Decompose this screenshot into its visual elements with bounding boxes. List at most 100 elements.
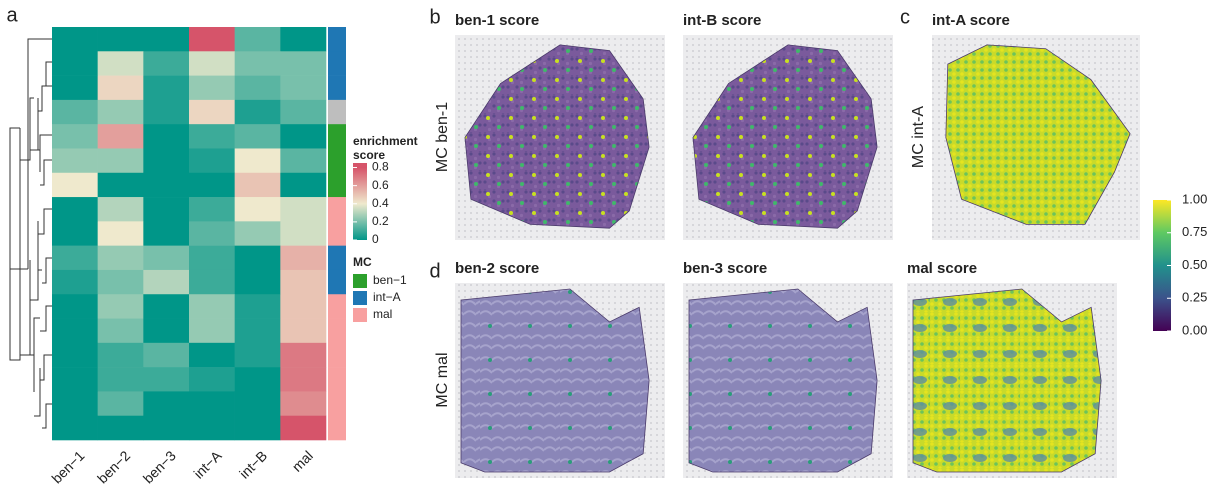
panel-letter: d bbox=[429, 260, 440, 282]
heatmap-cell bbox=[280, 221, 326, 246]
mc-annotation bbox=[328, 100, 346, 125]
heatmap-cell bbox=[235, 124, 281, 149]
heatmap-cell bbox=[189, 124, 235, 149]
heatmap-cell bbox=[143, 27, 189, 52]
colorbar-tick-label: 0.25 bbox=[1182, 290, 1207, 305]
heatmap-cell bbox=[52, 51, 98, 76]
x-tick-label: mal bbox=[289, 447, 316, 474]
mc-annotation bbox=[328, 246, 346, 271]
mc-annotation bbox=[328, 270, 346, 295]
mc-annotation bbox=[328, 148, 346, 173]
heatmap-cell bbox=[52, 367, 98, 392]
heatmap-cell bbox=[143, 51, 189, 76]
heatmap-cell bbox=[235, 416, 281, 441]
panel-letter: c bbox=[900, 6, 910, 28]
legend-swatch bbox=[353, 308, 367, 322]
heatmap-cell bbox=[235, 148, 281, 173]
tissue-image bbox=[913, 289, 1101, 472]
panel-title: mal score bbox=[907, 260, 977, 277]
mc-annotation bbox=[328, 197, 346, 222]
panel-title: int-B score bbox=[683, 12, 761, 29]
colorbar-tick-label: 0.75 bbox=[1182, 224, 1207, 239]
heatmap-cell bbox=[189, 76, 235, 101]
heatmap-cell bbox=[280, 197, 326, 222]
x-tick-label: int−B bbox=[236, 447, 270, 481]
heatmap-cell bbox=[235, 270, 281, 295]
heatmap-cell bbox=[98, 27, 144, 52]
x-tick-label: ben−3 bbox=[140, 447, 179, 486]
heatmap-cell bbox=[143, 246, 189, 271]
heatmap-cell bbox=[98, 367, 144, 392]
heatmap-cell bbox=[98, 391, 144, 416]
mc-annotation bbox=[328, 51, 346, 76]
x-tick-label: ben−2 bbox=[94, 447, 133, 486]
heatmap-cell bbox=[189, 100, 235, 125]
heatmap-cell bbox=[143, 148, 189, 173]
heatmap-cell bbox=[189, 173, 235, 198]
heatmap-cell bbox=[52, 416, 98, 441]
heatmap-cell bbox=[52, 270, 98, 295]
heatmap-cell bbox=[143, 173, 189, 198]
heatmap-cell bbox=[189, 319, 235, 344]
heatmap-cell bbox=[189, 367, 235, 392]
heatmap-cell bbox=[280, 294, 326, 319]
heatmap-cell bbox=[143, 270, 189, 295]
heatmap-cell bbox=[52, 76, 98, 101]
heatmap-cell bbox=[52, 124, 98, 149]
heatmap-cell bbox=[235, 246, 281, 271]
heatmap-cell bbox=[143, 124, 189, 149]
heatmap-cell bbox=[235, 343, 281, 368]
colorbar-tick-label: 0.8 bbox=[372, 160, 389, 174]
legend-title: MC bbox=[353, 255, 372, 269]
tissue-image bbox=[689, 289, 877, 472]
heatmap-cell bbox=[280, 27, 326, 52]
heatmap-cell bbox=[52, 246, 98, 271]
heatmap-cell bbox=[98, 76, 144, 101]
heatmap-cell bbox=[143, 100, 189, 125]
row-label: MC mal bbox=[434, 352, 451, 407]
heatmap-cell bbox=[98, 197, 144, 222]
heatmap-cell bbox=[189, 221, 235, 246]
heatmap-cell bbox=[280, 100, 326, 125]
heatmap-cell bbox=[280, 246, 326, 271]
mc-annotation bbox=[328, 124, 346, 149]
heatmap-cell bbox=[52, 319, 98, 344]
mc-annotation bbox=[328, 391, 346, 416]
heatmap-cell bbox=[52, 27, 98, 52]
x-tick-label: ben−1 bbox=[48, 447, 87, 486]
heatmap-cell bbox=[280, 76, 326, 101]
heatmap-cell bbox=[52, 294, 98, 319]
panel-letter: a bbox=[6, 4, 18, 26]
mc-annotation bbox=[328, 416, 346, 441]
colorbar-tick-label: 0.6 bbox=[372, 178, 389, 192]
heatmap-cell bbox=[52, 221, 98, 246]
heatmap-cell bbox=[189, 343, 235, 368]
panel-title: ben-1 score bbox=[455, 12, 539, 29]
heatmap-cell bbox=[143, 319, 189, 344]
colorbar-tick-label: 0.50 bbox=[1182, 257, 1207, 272]
heatmap-cell bbox=[98, 319, 144, 344]
heatmap-cell bbox=[143, 197, 189, 222]
heatmap-cell bbox=[280, 124, 326, 149]
heatmap-cell bbox=[143, 367, 189, 392]
heatmap-cell bbox=[143, 343, 189, 368]
heatmap-cell bbox=[98, 416, 144, 441]
legend-label: ben−1 bbox=[373, 273, 407, 287]
row-label: MC int-A bbox=[910, 106, 927, 169]
heatmap-cell bbox=[235, 173, 281, 198]
heatmap-cell bbox=[98, 343, 144, 368]
heatmap-cell bbox=[235, 221, 281, 246]
legend-label: int−A bbox=[373, 290, 401, 304]
heatmap-cell bbox=[280, 343, 326, 368]
heatmap-cell bbox=[52, 148, 98, 173]
heatmap-cell bbox=[235, 319, 281, 344]
heatmap-cell bbox=[143, 391, 189, 416]
heatmap-cell bbox=[235, 197, 281, 222]
heatmap-cell bbox=[235, 294, 281, 319]
heatmap-cell bbox=[143, 294, 189, 319]
heatmap-cell bbox=[280, 319, 326, 344]
colorbar-tick-label: 0.00 bbox=[1182, 322, 1207, 337]
heatmap-cell bbox=[189, 416, 235, 441]
heatmap-cell bbox=[98, 270, 144, 295]
heatmap-cell bbox=[280, 391, 326, 416]
